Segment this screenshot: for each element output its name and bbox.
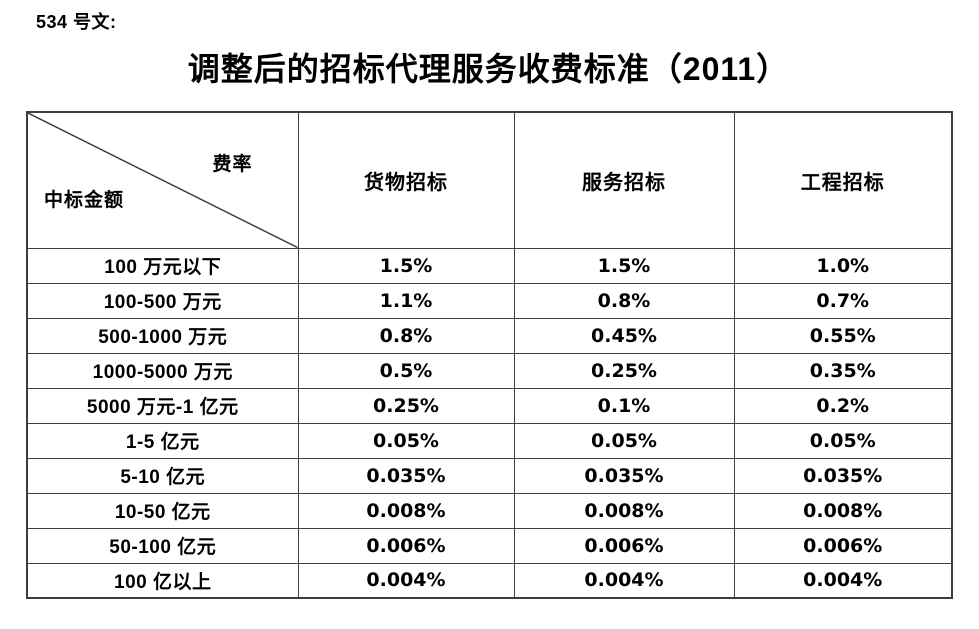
service-rate-cell: 1.5%	[513, 247, 735, 284]
engineering-rate-cell: 0.35%	[733, 352, 953, 389]
engineering-rate-cell: 0.2%	[733, 387, 953, 424]
engineering-rate-cell: 0.7%	[733, 282, 953, 319]
header-row: 费率 中标金额 货物招标 服务招标 工程招标	[26, 111, 953, 249]
table-row: 1-5 亿元 0.05% 0.05% 0.05%	[26, 422, 953, 459]
service-rate-cell: 0.05%	[513, 422, 735, 459]
page-title: 调整后的招标代理服务收费标准（2011）	[187, 51, 790, 87]
engineering-rate-cell: 0.05%	[733, 422, 953, 459]
service-rate-cell: 0.8%	[513, 282, 735, 319]
table-row: 100 万元以下 1.5% 1.5% 1.0%	[26, 247, 953, 284]
service-rate-cell: 0.004%	[513, 562, 735, 599]
column-header-service-bidding: 服务招标	[513, 111, 735, 249]
goods-rate-cell: 1.1%	[297, 282, 515, 319]
goods-rate-cell: 1.5%	[297, 247, 515, 284]
goods-rate-cell: 0.006%	[297, 527, 515, 564]
table-header: 费率 中标金额 货物招标 服务招标 工程招标	[26, 111, 953, 249]
engineering-rate-cell: 0.004%	[733, 562, 953, 599]
goods-rate-cell: 0.05%	[297, 422, 515, 459]
amount-cell: 5-10 亿元	[26, 457, 299, 494]
amount-cell: 100-500 万元	[26, 282, 299, 319]
table-body: 100 万元以下 1.5% 1.5% 1.0% 100-500 万元 1.1% …	[26, 247, 953, 599]
engineering-rate-cell: 1.0%	[733, 247, 953, 284]
amount-cell: 500-1000 万元	[26, 317, 299, 354]
service-rate-cell: 0.006%	[513, 527, 735, 564]
amount-cell: 5000 万元-1 亿元	[26, 387, 299, 424]
corner-header-cell: 费率 中标金额	[26, 111, 299, 249]
amount-cell: 1000-5000 万元	[26, 352, 299, 389]
table-row: 500-1000 万元 0.8% 0.45% 0.55%	[26, 317, 953, 354]
goods-rate-cell: 0.008%	[297, 492, 515, 529]
table-row: 100 亿以上 0.004% 0.004% 0.004%	[26, 562, 953, 599]
amount-cell: 50-100 亿元	[26, 527, 299, 564]
engineering-rate-cell: 0.006%	[733, 527, 953, 564]
goods-rate-cell: 0.25%	[297, 387, 515, 424]
engineering-rate-cell: 0.55%	[733, 317, 953, 354]
table-row: 50-100 亿元 0.006% 0.006% 0.006%	[26, 527, 953, 564]
table-row: 5000 万元-1 亿元 0.25% 0.1% 0.2%	[26, 387, 953, 424]
service-rate-cell: 0.1%	[513, 387, 735, 424]
amount-cell: 100 亿以上	[26, 562, 299, 599]
diagonal-divider-line	[28, 113, 298, 248]
engineering-rate-cell: 0.008%	[733, 492, 953, 529]
amount-cell: 1-5 亿元	[26, 422, 299, 459]
corner-label-bid-amount: 中标金额	[44, 190, 125, 211]
goods-rate-cell: 0.035%	[297, 457, 515, 494]
service-rate-cell: 0.008%	[513, 492, 735, 529]
column-header-engineering-bidding: 工程招标	[733, 111, 953, 249]
goods-rate-cell: 0.5%	[297, 352, 515, 389]
fee-rate-table: 费率 中标金额 货物招标 服务招标 工程招标 100 万元以下 1.5% 1.5…	[26, 111, 953, 599]
column-header-goods-bidding: 货物招标	[297, 111, 515, 249]
corner-label-fee-rate: 费率	[212, 154, 253, 175]
service-rate-cell: 0.45%	[513, 317, 735, 354]
amount-cell: 100 万元以下	[26, 247, 299, 284]
service-rate-cell: 0.25%	[513, 352, 735, 389]
table-row: 5-10 亿元 0.035% 0.035% 0.035%	[26, 457, 953, 494]
service-rate-cell: 0.035%	[513, 457, 735, 494]
table-row: 100-500 万元 1.1% 0.8% 0.7%	[26, 282, 953, 319]
table-row: 1000-5000 万元 0.5% 0.25% 0.35%	[26, 352, 953, 389]
amount-cell: 10-50 亿元	[26, 492, 299, 529]
engineering-rate-cell: 0.035%	[733, 457, 953, 494]
table-row: 10-50 亿元 0.008% 0.008% 0.008%	[26, 492, 953, 529]
goods-rate-cell: 0.8%	[297, 317, 515, 354]
doc-number-label: 534 号文:	[36, 12, 117, 32]
goods-rate-cell: 0.004%	[297, 562, 515, 599]
